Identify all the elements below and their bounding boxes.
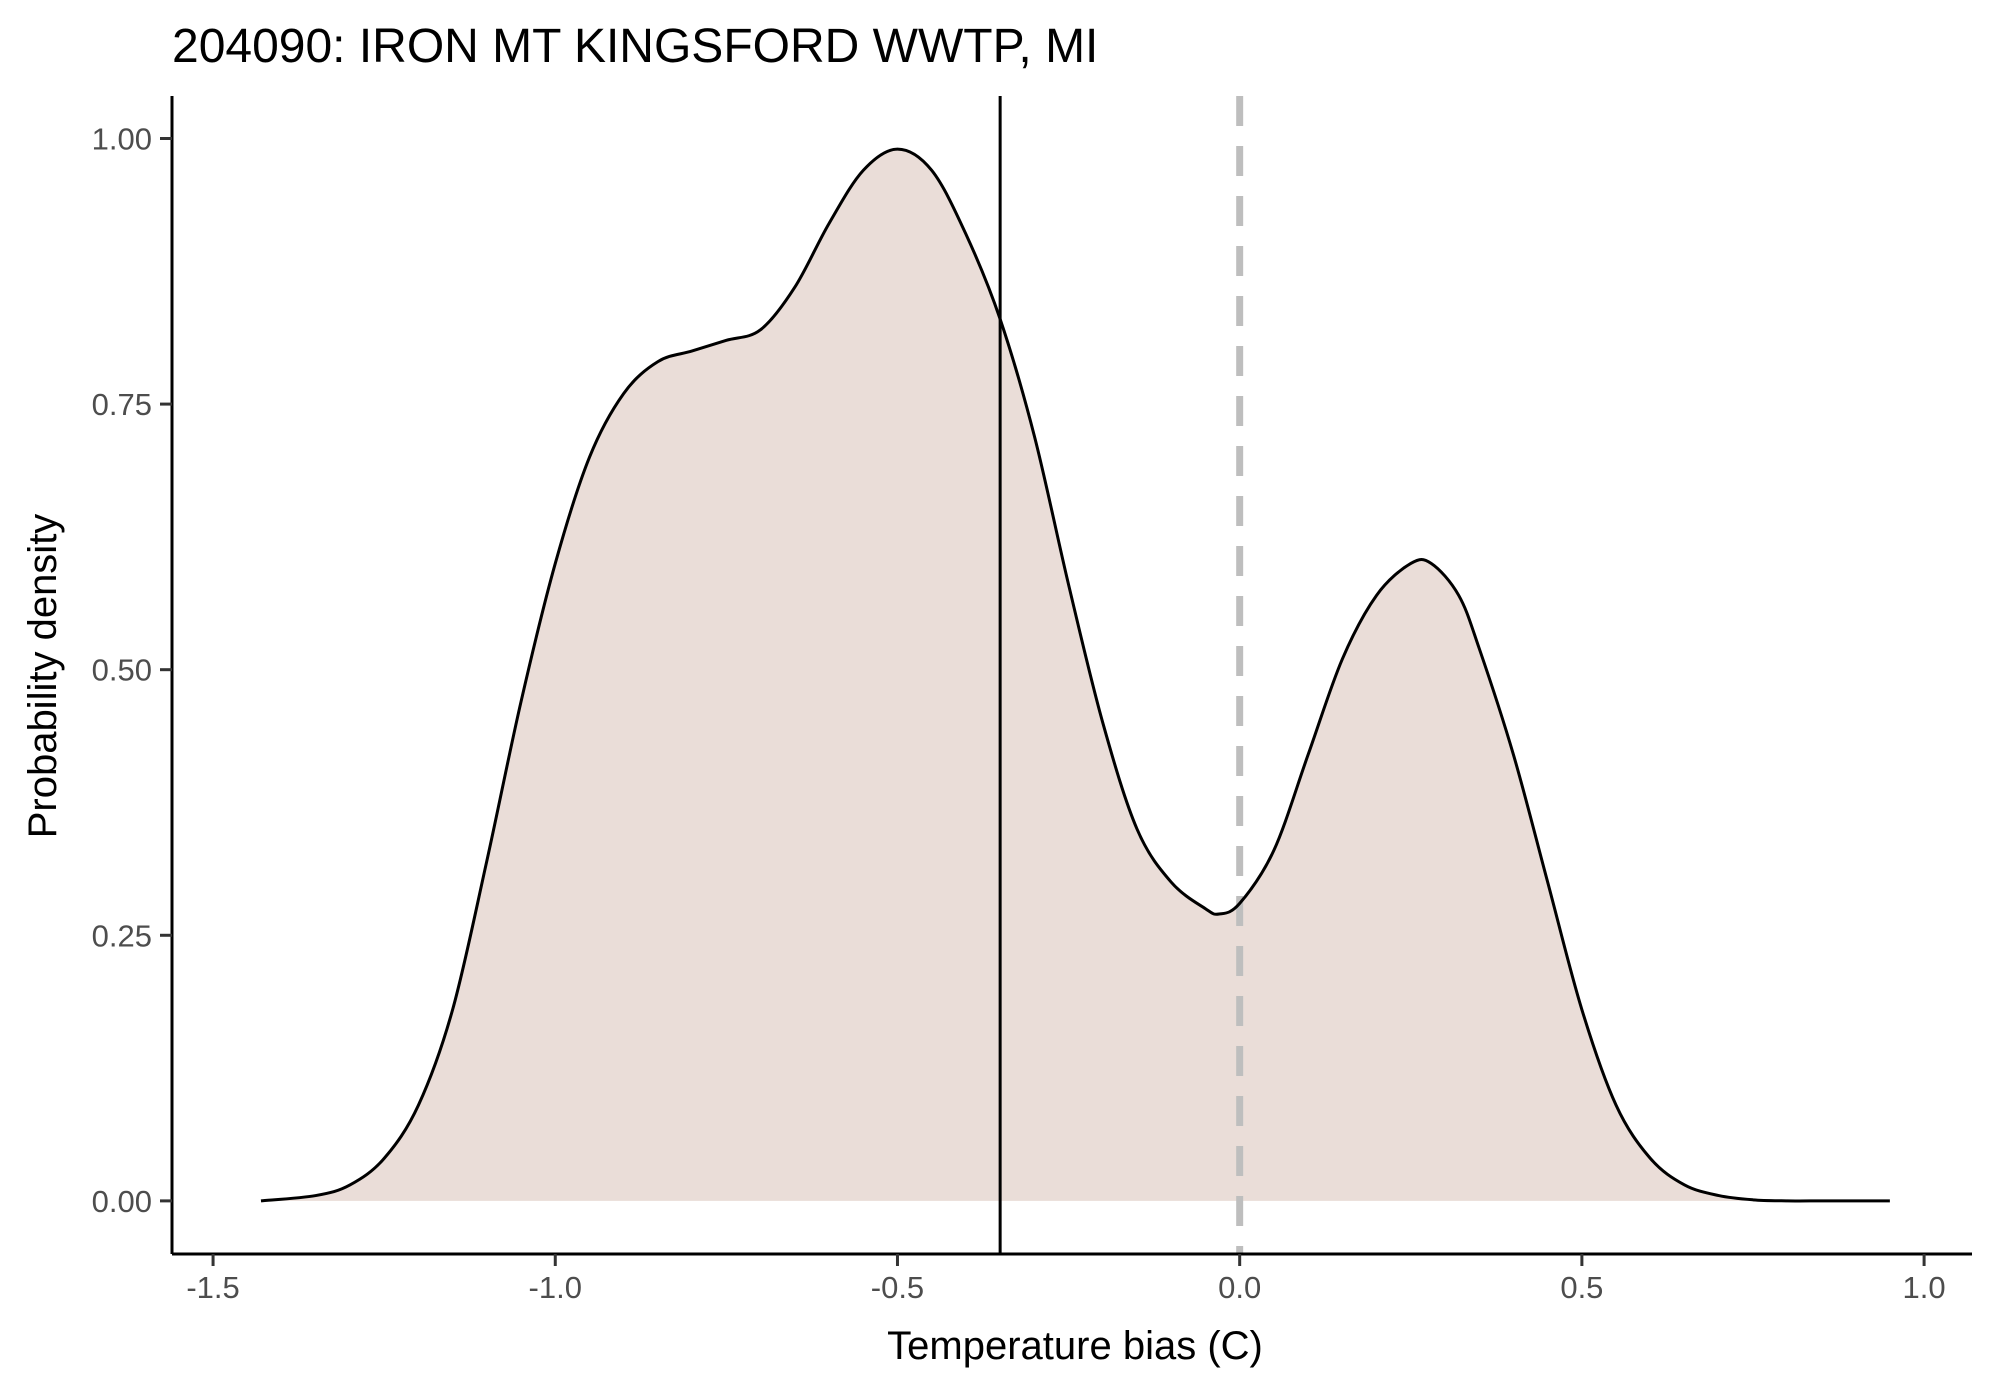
x-tick-label: 0.5 <box>1560 1270 1603 1305</box>
chart-title: 204090: IRON MT KINGSFORD WWTP, MI <box>172 20 1098 73</box>
x-tick-label: -1.0 <box>529 1270 582 1305</box>
x-axis-title: Temperature bias (C) <box>887 1324 1263 1368</box>
x-tick-label: 1.0 <box>1903 1270 1946 1305</box>
plot-area <box>260 96 1890 1254</box>
y-axis-ticks: 0.00 0.25 0.50 0.75 1.00 <box>92 121 172 1219</box>
y-tick-label: 0.00 <box>92 1184 152 1219</box>
density-curve-line <box>260 147 1890 1203</box>
y-tick-label: 0.25 <box>92 918 152 953</box>
x-tick-label: 0.0 <box>1218 1270 1261 1305</box>
density-area-fill <box>260 149 1890 1201</box>
x-tick-label: -0.5 <box>871 1270 924 1305</box>
y-tick-label: 0.50 <box>92 653 152 688</box>
y-tick-label: 0.75 <box>92 387 152 422</box>
x-axis-ticks: -1.5 -1.0 -0.5 0.0 0.5 1.0 <box>186 1254 1946 1305</box>
y-axis-title: Probability density <box>21 514 65 839</box>
x-tick-label: -1.5 <box>186 1270 239 1305</box>
y-tick-label: 1.00 <box>92 121 152 156</box>
